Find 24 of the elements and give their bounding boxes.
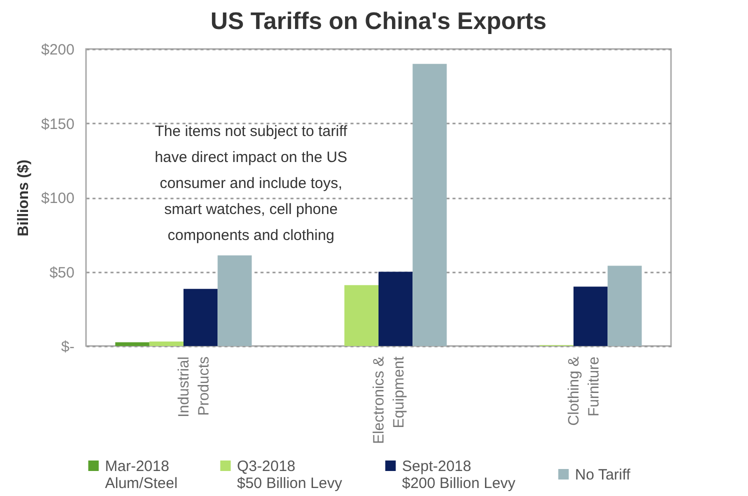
legend-label: No Tariff xyxy=(575,466,632,484)
legend-label: Mar-2018 Alum/Steel xyxy=(105,458,178,492)
bar xyxy=(608,266,642,346)
bar xyxy=(378,272,413,346)
legend-label: Sept-2018 $200 Billion Levy xyxy=(402,458,516,492)
legend-label: Q3-2018 $50 Billion Levy xyxy=(237,458,343,492)
annotation: The items not subject to tariff have direct impact on the US consumer and include toys, smart watches, cell phone components and clothing xyxy=(154,123,348,244)
chart-title: US Tariffs on China's Exports xyxy=(210,8,546,35)
x-tick-label: Industrial Products xyxy=(176,356,212,418)
bar xyxy=(574,286,608,346)
x-tick-label: Electronics & Equipment xyxy=(370,356,408,444)
y-tick-label: $200 xyxy=(41,42,74,58)
bar xyxy=(115,342,150,346)
bar xyxy=(184,288,218,346)
bar xyxy=(218,255,252,346)
y-tick-label: $100 xyxy=(41,190,74,207)
bar xyxy=(149,342,184,346)
y-tick-label: $150 xyxy=(41,116,74,133)
bar xyxy=(412,64,447,346)
y-axis-title: Billions ($) xyxy=(15,160,32,236)
x-tick-label: Clothing & Furniture xyxy=(566,356,602,426)
y-tick-label: $50 xyxy=(49,264,74,282)
bar xyxy=(344,285,378,346)
y-tick-label: $- xyxy=(61,338,74,356)
